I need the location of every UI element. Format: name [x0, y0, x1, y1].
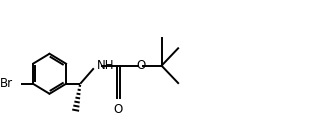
Text: NH: NH — [97, 58, 115, 72]
Text: O: O — [136, 59, 145, 72]
Text: O: O — [114, 103, 123, 116]
Text: Br: Br — [0, 77, 13, 90]
